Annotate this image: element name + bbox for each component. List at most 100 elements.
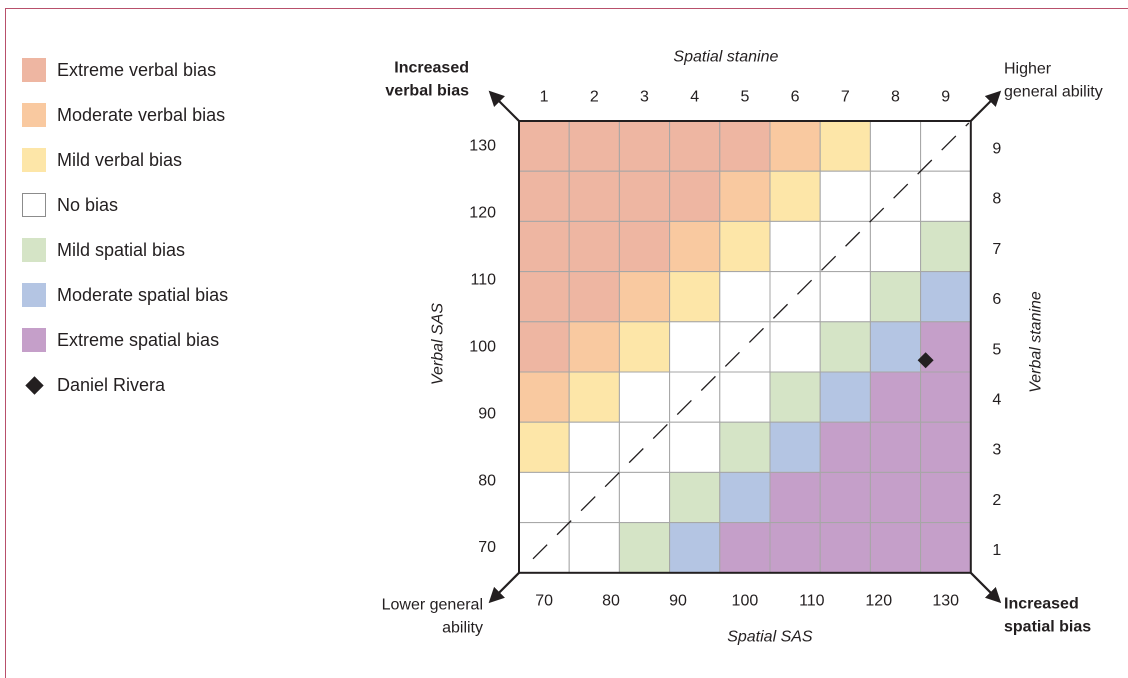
heatmap-cell [920, 271, 972, 323]
legend-label: No bias [57, 195, 119, 215]
verbal-stanine-tick-label: 3 [992, 442, 1001, 459]
heatmap-cell [568, 271, 620, 323]
heatmap-cell [669, 321, 721, 373]
heatmap-cell [719, 371, 771, 423]
heatmap-cell [669, 471, 721, 524]
corner-label-top-right: Higher [1004, 61, 1052, 78]
heatmap-cell [518, 271, 570, 323]
heatmap-cell [669, 170, 721, 222]
heatmap-cell [618, 471, 671, 524]
corner-label-top-right: general ability [1004, 84, 1103, 101]
heatmap-cell [518, 120, 570, 172]
arrow-bottom-right [970, 572, 1002, 604]
legend-label: Mild spatial bias [57, 240, 186, 260]
heatmap-cell [769, 170, 821, 222]
heatmap-cell [669, 271, 721, 323]
verbal-stanine-tick-label: 1 [992, 542, 1001, 559]
legend-swatch [22, 103, 46, 127]
heatmap-cell [920, 371, 972, 423]
plot-border [518, 120, 972, 574]
heatmap-cell [819, 170, 871, 222]
heatmap-cell [769, 120, 821, 172]
verbal-stanine-tick-label: 2 [992, 492, 1001, 509]
left-axis-title: Verbal SAS [430, 303, 447, 385]
legend-label: Moderate verbal bias [57, 105, 226, 125]
heatmap-cell [669, 522, 721, 574]
spatial-sas-tick-label: 100 [732, 593, 759, 610]
heatmap-cell [819, 120, 871, 172]
heatmap-cell [920, 471, 972, 524]
spatial-sas-tick-label: 130 [932, 593, 959, 610]
heatmap-cell [769, 471, 821, 524]
heatmap-cell [618, 321, 671, 373]
verbal-stanine-tick-label: 6 [992, 291, 1001, 308]
heatmap-cell [719, 220, 771, 273]
spatial-stanine-tick-label: 8 [891, 89, 900, 106]
heatmap-cell [618, 522, 671, 574]
heatmap-cell [719, 471, 771, 524]
heatmap-cell [869, 220, 922, 273]
legend-swatch [22, 58, 46, 82]
heatmap-cell [719, 421, 771, 473]
legend-label: Extreme verbal bias [57, 60, 217, 80]
corner-label-bottom-left: ability [442, 620, 483, 637]
heatmap-cell [618, 120, 671, 172]
spatial-stanine-tick-label: 1 [540, 89, 549, 106]
spatial-stanine-tick-label: 5 [740, 89, 749, 106]
heatmap-cell [819, 271, 871, 323]
heatmap-cell [819, 421, 871, 473]
verbal-sas-tick-label: 90 [478, 405, 496, 422]
heatmap-cell [869, 271, 922, 323]
legend-swatch [22, 148, 46, 172]
heatmap-cell [568, 220, 620, 273]
arrow-top-left [488, 90, 520, 122]
marker-daniel-rivera [917, 352, 934, 369]
corner-label-bottom-right: spatial bias [1004, 619, 1091, 636]
heatmap-cell [869, 371, 922, 423]
corner-label-bottom-left: Lower general [382, 597, 483, 614]
heatmap-cell [568, 170, 620, 222]
spatial-sas-tick-label: 90 [669, 593, 687, 610]
spatial-stanine-tick-label: 9 [941, 89, 950, 106]
legend-label: Mild verbal bias [57, 150, 183, 170]
heatmap-cell [568, 120, 620, 172]
verbal-stanine-tick-label: 7 [992, 241, 1001, 258]
legend-label: Extreme spatial bias [57, 330, 220, 350]
legend-swatch [22, 328, 46, 352]
spatial-sas-tick-label: 110 [799, 593, 825, 610]
legend-swatch [22, 238, 46, 262]
verbal-stanine-tick-label: 5 [992, 341, 1001, 358]
verbal-sas-tick-label: 110 [470, 271, 496, 288]
heatmap-cell [669, 421, 721, 473]
heatmap-cell [769, 371, 821, 423]
heatmap-cell [869, 120, 922, 172]
verbal-sas-tick-label: 120 [469, 205, 496, 222]
heatmap-cell [769, 220, 821, 273]
corner-label-top-left: verbal bias [385, 83, 469, 100]
heatmap-cell [518, 321, 570, 373]
verbal-stanine-tick-label: 4 [992, 392, 1001, 409]
spatial-stanine-tick-label: 2 [590, 89, 599, 106]
legend-swatch [22, 283, 46, 307]
verbal-sas-tick-label: 130 [469, 138, 496, 155]
heatmap-cell [819, 321, 871, 373]
heatmap-cell [769, 321, 821, 373]
verbal-sas-tick-label: 100 [469, 338, 496, 355]
verbal-sas-tick-label: 80 [478, 472, 496, 489]
heatmap-cell [920, 220, 972, 273]
heatmap-cell [568, 421, 620, 473]
heatmap-cell [719, 120, 771, 172]
heatmap-cell [920, 522, 972, 574]
heatmap-cell [869, 471, 922, 524]
heatmap-cell [568, 321, 620, 373]
spatial-sas-tick-label: 120 [865, 593, 892, 610]
heatmap-cell [518, 471, 570, 524]
heatmap-cell [719, 170, 771, 222]
heatmap-cell [819, 522, 871, 574]
heatmap-cell [869, 321, 922, 373]
heatmap-cell [518, 371, 570, 423]
verbal-stanine-tick-label: 9 [992, 141, 1001, 158]
heatmap-cell [669, 120, 721, 172]
corner-label-top-left: Increased [394, 60, 469, 77]
